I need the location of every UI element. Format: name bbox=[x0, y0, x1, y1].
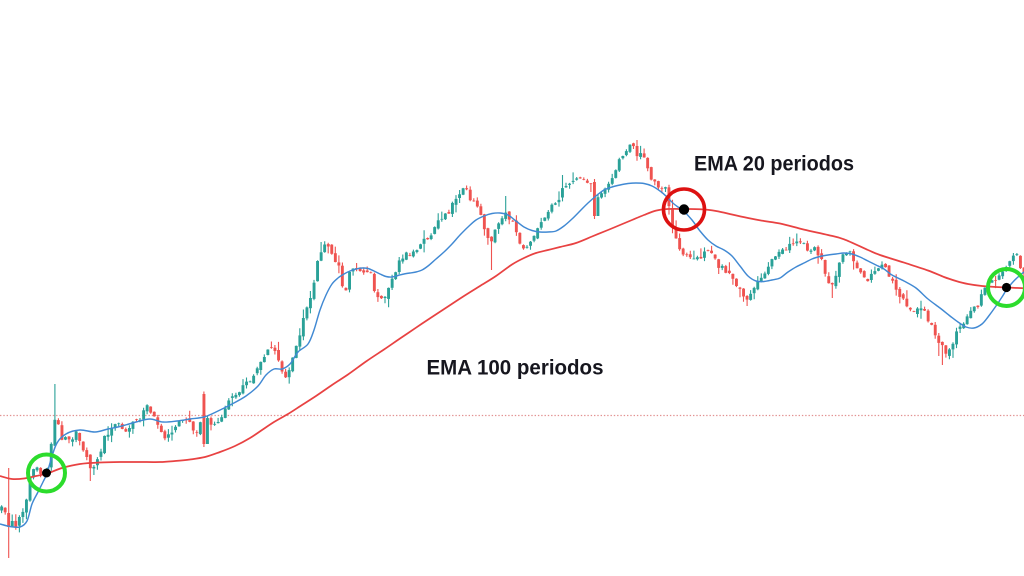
svg-text:EMA 100 periodos: EMA 100 periodos bbox=[427, 357, 604, 380]
svg-text:EMA 20 periodos: EMA 20 periodos bbox=[694, 153, 854, 176]
